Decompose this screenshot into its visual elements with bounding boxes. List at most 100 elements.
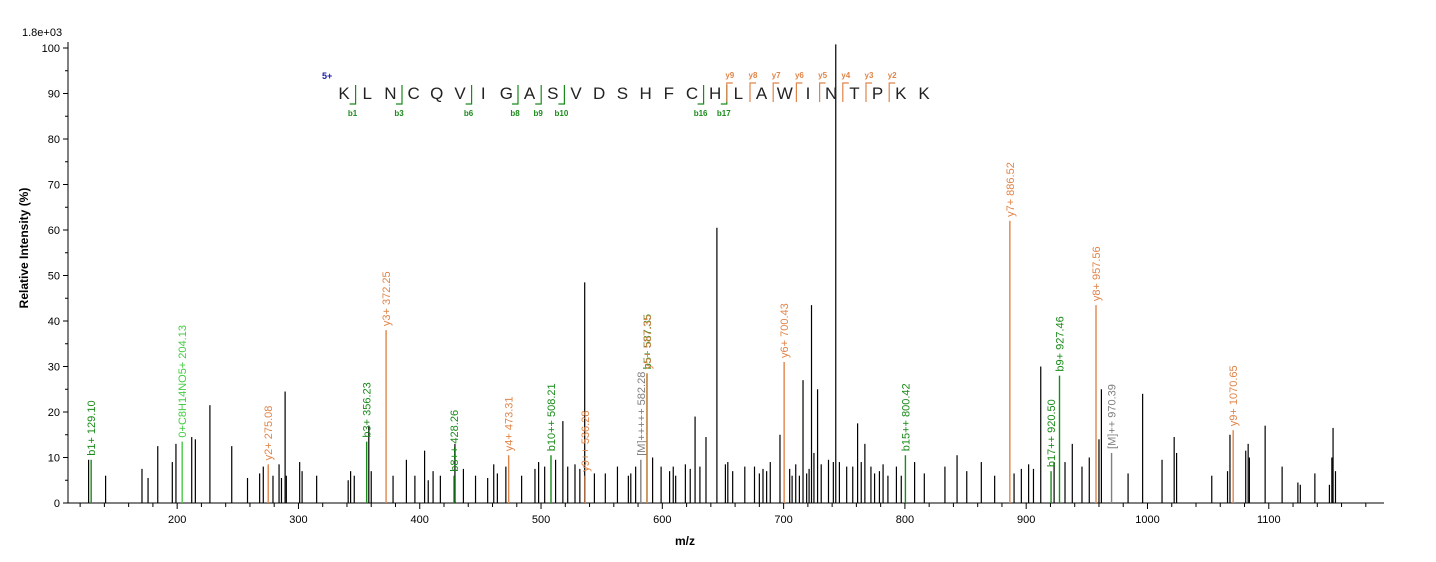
y-tick-label: 60 (48, 225, 60, 237)
x-tick-label: 200 (168, 514, 186, 526)
y-ion-label: y4 (841, 71, 850, 80)
annotated-peak-label: b15++ 800.42 (900, 383, 912, 451)
sequence-residue: C (686, 84, 698, 103)
sequence-residue: K (338, 84, 350, 103)
sequence-residue: F (664, 84, 674, 103)
y-tick-label: 40 (48, 316, 60, 328)
sequence-residue: H (709, 84, 721, 103)
x-tick-label: 900 (1017, 514, 1035, 526)
x-tick-label: 300 (289, 514, 307, 526)
charge-state-label: 5+ (322, 71, 332, 81)
annotated-peak-label: [M]++ 970.39 (1107, 384, 1119, 449)
intensity-scale-label: 1.8e+03 (22, 27, 62, 39)
b-ion-label: b9 (534, 109, 544, 118)
x-tick-label: 1000 (1135, 514, 1159, 526)
sequence-residue: G (500, 84, 513, 103)
annotated-peak-label: y4+ 473.31 (504, 396, 516, 451)
sequence-residue: Q (430, 84, 443, 103)
annotated-peaks-layer: b1+ 129.10 0+C8H14NO5+ 204.13 y2+ 275.08 b3… (86, 162, 1240, 503)
sequence-residue: T (849, 84, 859, 103)
b-ion-label: b16 (694, 109, 708, 118)
sequence-residue: P (872, 84, 883, 103)
b-ion-bracket (558, 85, 565, 105)
sequence-residue: A (524, 84, 536, 103)
y-ion-bracket (749, 82, 756, 102)
b-ion-bracket (720, 85, 728, 105)
b-ion-label: b8 (510, 109, 520, 118)
y-axis-title: Relative Intensity (%) (17, 188, 31, 309)
y-tick-label: 20 (48, 407, 60, 419)
annotated-peak-label: b9+ 927.46 (1054, 316, 1066, 371)
b-ion-bracket (697, 85, 705, 105)
y-tick-label: 70 (48, 180, 60, 192)
b-ion-label: b6 (464, 109, 474, 118)
y-tick-label: 90 (48, 89, 60, 101)
y-ion-label: y9 (725, 71, 734, 80)
annotated-peak-label: b1+ 129.10 (86, 400, 98, 455)
y-tick-label: 10 (48, 453, 60, 465)
y-ion-bracket (888, 82, 896, 102)
y-ion-label: y6 (795, 71, 804, 80)
annotated-peak-label: y2+ 275.08 (263, 406, 275, 461)
b-ion-bracket (349, 85, 357, 105)
x-tick-label: 400 (411, 514, 429, 526)
b-ion-bracket (465, 85, 473, 105)
sequence-residue: S (617, 84, 628, 103)
y-ion-label: y5 (818, 71, 827, 80)
annotated-peak-label: y9++ 536.28 (580, 411, 592, 472)
y-ion-bracket (726, 82, 733, 102)
sequence-residue: H (639, 84, 651, 103)
sequence-residue: K (918, 84, 930, 103)
annotated-peak-label: 0+C8H14NO5+ 204.13 (177, 325, 189, 438)
peaks-layer (88, 44, 1337, 503)
b-ion-label: b1 (348, 109, 358, 118)
y-ion-label: y7 (772, 71, 781, 80)
sequence-residue: N (825, 84, 837, 103)
annotated-peak-label: b10++ 508.21 (546, 383, 558, 451)
x-tick-label: 1100 (1257, 514, 1281, 526)
x-tick-label: 600 (653, 514, 671, 526)
annotated-peak-label: b17++ 920.50 (1046, 399, 1058, 467)
x-tick-label: 500 (532, 514, 550, 526)
sequence-residue: D (593, 84, 605, 103)
x-tick-label: 700 (774, 514, 792, 526)
annotated-peak-label: [M]+++++ 582.28 (636, 372, 648, 456)
y-tick-label: 50 (48, 271, 60, 283)
sequence-residue: L (362, 84, 371, 103)
sequence-residue: W (777, 84, 793, 103)
y-ion-bracket (819, 82, 826, 102)
annotated-peak-label: b3+ 356.23 (362, 382, 374, 437)
annotated-peak-label: y8+ 957.56 (1091, 246, 1103, 301)
sequence-residue: K (895, 84, 907, 103)
sequence-residue: S (547, 84, 558, 103)
sequence-residue: A (756, 84, 768, 103)
annotated-peak-label: y7+ 886.52 (1005, 162, 1017, 217)
b-ion-label: b17 (717, 109, 731, 118)
y-axis: 0 10 20 30 40 50 60 70 80 90 100 (42, 42, 69, 510)
sequence-residue: V (570, 84, 582, 103)
annotated-peak-label: b8++ 428.26 (449, 410, 461, 472)
peptide-sequence: 5+K L N C Q V I G A S V D S H F C H L A W I N T P K Kb1 b3 b6 b8 b9 b1… (322, 71, 930, 118)
x-axis-title: m/z (675, 534, 695, 548)
b-ion-bracket (512, 85, 519, 105)
y-tick-label: 0 (54, 498, 60, 510)
x-axis: 200 300 400 500 600 700 800 900 1000 1100 (68, 502, 1384, 526)
annotated-peak-label: y9+ 1070.65 (1228, 365, 1240, 426)
y-ion-bracket (842, 82, 849, 102)
y-ion-label: y2 (888, 71, 897, 80)
y-tick-label: 100 (42, 43, 60, 55)
y-ion-label: y8 (749, 71, 758, 80)
y-tick-label: 80 (48, 134, 60, 146)
b-ion-bracket (535, 85, 542, 105)
sequence-residue: C (407, 84, 419, 103)
sequence-residue: L (734, 84, 743, 103)
y-ion-label: y3 (865, 71, 874, 80)
sequence-residue: I (481, 84, 486, 103)
y-ion-bracket (865, 82, 872, 102)
x-tick-label: 800 (896, 514, 914, 526)
y-tick-label: 30 (48, 362, 60, 374)
b-ion-label: b3 (394, 109, 404, 118)
y-ion-bracket (772, 82, 780, 102)
sequence-residue: N (384, 84, 396, 103)
